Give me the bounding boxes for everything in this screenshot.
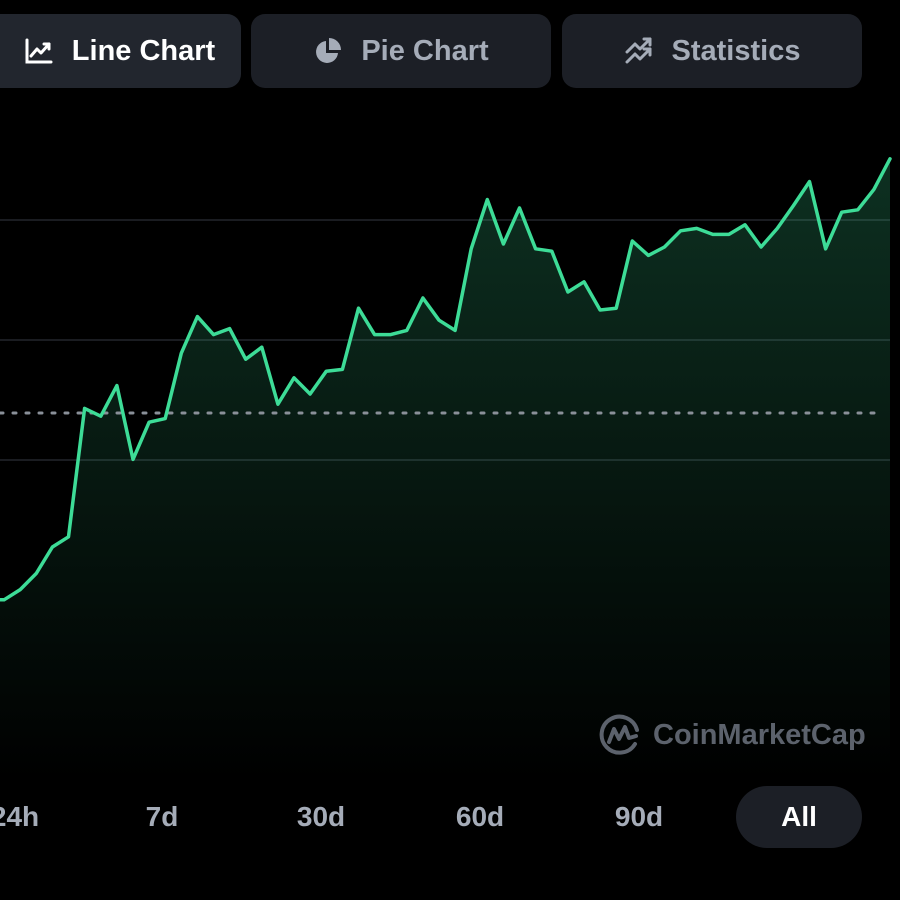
watermark-text: CoinMarketCap: [653, 718, 866, 751]
area-fill: [0, 158, 890, 780]
range-7d-button[interactable]: 7d: [145, 801, 179, 832]
pie-chart-icon: [313, 36, 343, 66]
price-line: [0, 157, 892, 602]
tab-statistics[interactable]: Statistics: [562, 14, 862, 88]
coinmarketcap-logo-icon: [597, 712, 643, 758]
tab-pie-chart[interactable]: Pie Chart: [251, 14, 551, 88]
tab-line-chart-label: Line Chart: [71, 34, 216, 67]
range-60d-button[interactable]: 60d: [455, 801, 505, 832]
range-24h-button[interactable]: 24h: [0, 801, 40, 832]
range-30d-button[interactable]: 30d: [296, 801, 346, 832]
tab-statistics-label: Statistics: [671, 34, 801, 67]
tab-line-chart[interactable]: Line Chart: [0, 14, 241, 88]
range-90d-button[interactable]: 90d: [614, 801, 664, 832]
time-range-selector: 24h 7d 30d 60d 90d All: [0, 786, 900, 848]
range-all-button[interactable]: All: [736, 786, 862, 848]
price-chart: [0, 157, 892, 780]
tab-pie-chart-label: Pie Chart: [361, 34, 489, 67]
line-chart-icon: [24, 36, 54, 66]
coinmarketcap-watermark: CoinMarketCap: [597, 712, 866, 758]
statistics-icon: [624, 36, 654, 66]
